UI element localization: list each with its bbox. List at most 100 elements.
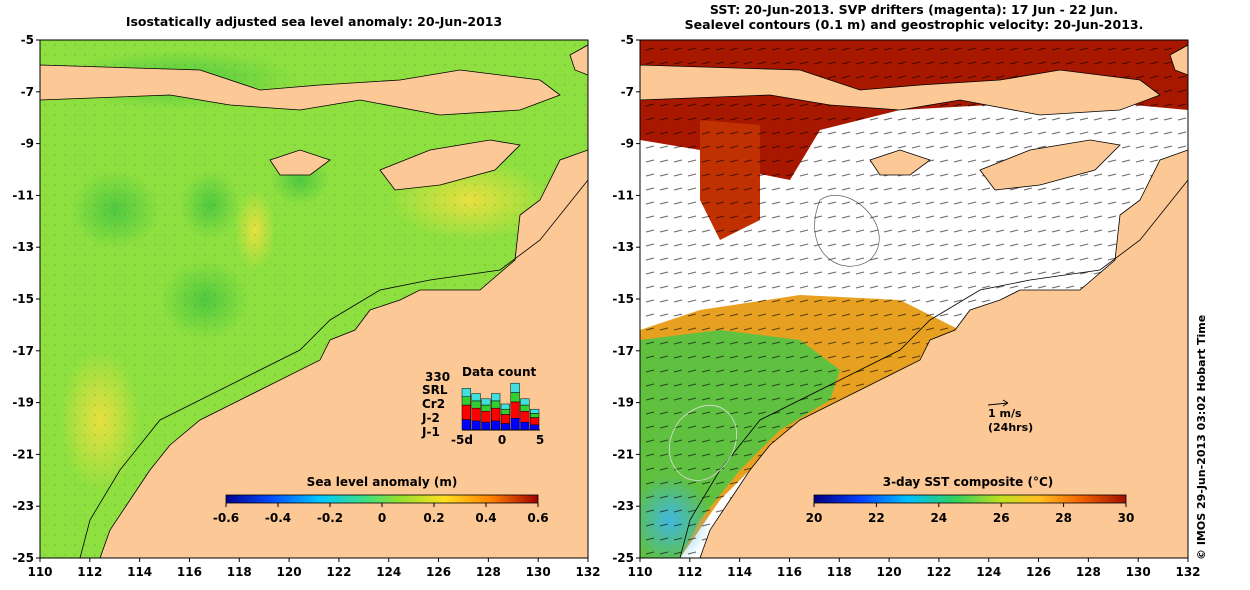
left-map-x-tick-label: 122 <box>326 565 351 579</box>
java-land <box>640 64 1161 116</box>
right-map-x-tick-label: 124 <box>976 565 1001 579</box>
right-map-y-tick-label: -19 <box>612 396 634 410</box>
data-count-x-label: 5 <box>536 433 544 447</box>
sla-colorbar-tick-label: 0.2 <box>423 511 444 525</box>
left-map-x-tick-label: 128 <box>476 565 501 579</box>
left-map-x-tick-label: 110 <box>27 565 52 579</box>
left-map-title: Isostatically adjusted sea level anomaly… <box>125 14 503 29</box>
left-map-x-tick-label: 112 <box>77 565 102 579</box>
right-map-y-tick-label: -21 <box>612 447 634 461</box>
left-axes: 110 112 114 116 118 120 122 124 126 128 130 132 -5 -7… <box>12 33 600 579</box>
sea-level-contour <box>814 195 880 267</box>
right-map <box>640 40 1188 558</box>
data-count-bar-segment <box>520 404 530 412</box>
right-map-y-tick-label: -13 <box>612 240 634 254</box>
data-count-bar-segment <box>481 421 491 431</box>
right-map-x-tick-label: 114 <box>727 565 752 579</box>
left-map-y-tick-label: -11 <box>12 188 34 202</box>
sla-colorbar-title: Sea level anomaly (m) <box>307 475 458 489</box>
sla-colorbar-tick-label: 0.4 <box>475 511 496 525</box>
right-axes: 110 112 114 116 118 120 122 124 126 128 130 132 -5 -7… <box>612 33 1200 579</box>
data-count-bar-segment <box>520 411 530 423</box>
shelf-contour <box>679 179 1188 558</box>
data-count-bar-segment <box>510 382 520 393</box>
data-count-bar-segment <box>520 421 530 431</box>
left-map-y-tick-label: -13 <box>12 240 34 254</box>
right-map-y-tick-label: -17 <box>612 344 634 358</box>
data-count-x-label: -5d <box>451 433 473 447</box>
satellite-legend-label: SRL <box>422 383 448 397</box>
sst-colorbar-tick-label: 26 <box>993 511 1010 525</box>
left-map-y-tick-label: -5 <box>21 33 34 47</box>
right-map-x-tick-label: 110 <box>627 565 652 579</box>
data-count-bar-segment <box>481 404 491 412</box>
data-count-bar-segment <box>510 392 520 403</box>
right-map-y-tick-label: -5 <box>621 33 634 47</box>
sst-colorbar-tick-label: 22 <box>868 511 885 525</box>
data-count-bar-segment <box>491 407 501 422</box>
left-map-x-tick-label: 114 <box>127 565 152 579</box>
island-land <box>1169 44 1188 76</box>
right-map-x-tick-label: 126 <box>1026 565 1051 579</box>
sla-colorbar-tick-label: 0.6 <box>527 511 548 525</box>
left-map-y-tick-label: -19 <box>12 396 34 410</box>
right-map-title-line2: Sealevel contours (0.1 m) and geostrophi… <box>684 17 1144 32</box>
satellite-legend-label: J-1 <box>421 425 440 439</box>
data-count-bar-segment <box>461 419 471 431</box>
data-count-bar-segment <box>471 400 481 409</box>
left-map-x-tick-label: 132 <box>575 565 600 579</box>
velocity-scale: 1 m/s (24hrs) <box>987 399 1033 434</box>
velocity-scale-sublabel: (24hrs) <box>988 421 1033 434</box>
data-count-bar-segment <box>510 401 520 419</box>
data-count-title: Data count <box>462 365 537 379</box>
right-map-y-tick-label: -23 <box>612 499 634 513</box>
data-count-x-labels: -5d 0 5 <box>451 433 544 447</box>
right-map-x-tick-label: 132 <box>1175 565 1200 579</box>
sst-colorbar-tick-label: 20 <box>806 511 823 525</box>
timor-land <box>379 139 521 191</box>
right-map-y-tick-label: -9 <box>621 137 634 151</box>
left-map-y-tick-label: -17 <box>12 344 34 358</box>
australia-land <box>699 149 1188 558</box>
australia-land <box>99 149 588 558</box>
right-map-y-tick-label: -25 <box>612 551 634 565</box>
timor-land <box>979 139 1121 191</box>
right-map-x-tick-label: 112 <box>677 565 702 579</box>
data-count-bar-segment <box>461 404 471 420</box>
right-map-y-tick-label: -7 <box>621 85 634 99</box>
data-count-bar-segment <box>530 424 540 431</box>
island-land <box>569 44 588 76</box>
sst-colorbar: 3-day SST composite (°C) 20 22 24 26 28 30 <box>806 475 1135 525</box>
sst-colorbar-tick-label: 24 <box>930 511 947 525</box>
right-map-y-tick-label: -15 <box>612 292 634 306</box>
data-count-bar-segment <box>471 393 481 402</box>
sla-colorbar-tick-label: -0.4 <box>265 511 291 525</box>
sst-colorbar-title: 3-day SST composite (°C) <box>883 475 1054 489</box>
right-map-x-tick-label: 128 <box>1076 565 1101 579</box>
data-count-bar-segment <box>510 418 520 431</box>
left-map-y-tick-label: -9 <box>21 137 34 151</box>
left-map-x-tick-label: 130 <box>526 565 551 579</box>
satellite-legend-label: J-2 <box>421 411 440 425</box>
velocity-scale-label: 1 m/s <box>988 407 1022 420</box>
left-map-x-tick-label: 126 <box>426 565 451 579</box>
sst-colorbar-tick-label: 28 <box>1055 511 1072 525</box>
data-count-bar-segment <box>471 420 481 431</box>
right-map-x-tick-label: 118 <box>827 565 852 579</box>
data-count-bar-segment <box>520 398 530 406</box>
left-map-x-tick-label: 120 <box>277 565 302 579</box>
data-count-bar-segment <box>500 414 510 424</box>
data-count-bar-segment <box>530 408 540 414</box>
sst-colorbar-bar <box>813 494 1127 504</box>
right-map-x-tick-label: 120 <box>877 565 902 579</box>
right-map-title-line1: SST: 20-Jun-2013. SVP drifters (magenta)… <box>709 2 1119 17</box>
sla-colorbar-ticks: -0.6 -0.4 -0.2 0 0.2 0.4 0.6 <box>213 503 549 525</box>
data-count-bar-segment <box>500 408 510 415</box>
sla-colorbar-tick-label: -0.6 <box>213 511 239 525</box>
sumba-land <box>869 149 931 176</box>
velocity-arrow-head <box>1002 399 1009 407</box>
left-map-x-tick-label: 116 <box>177 565 202 579</box>
data-count-bar-segment <box>530 413 540 418</box>
data-count-bar-segment <box>491 393 501 402</box>
